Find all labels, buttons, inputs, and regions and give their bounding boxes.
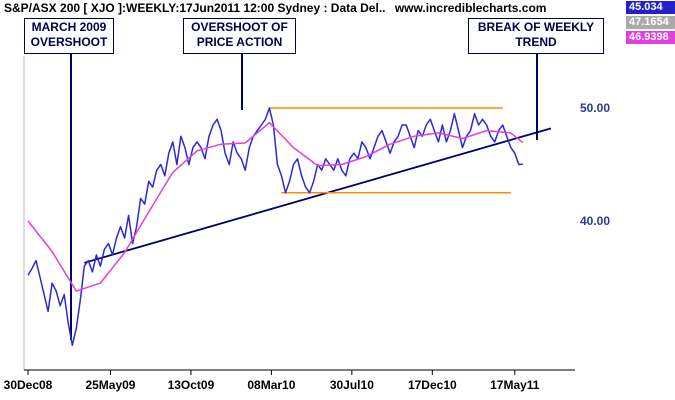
chart-title-text: S&P/ASX 200 [ XJO ]:WEEKLY:17Jun2011 12:… [4,1,386,15]
x-tick-label: 30Jul10 [330,378,374,392]
annotation-trend-break: BREAK OF WEEKLY TREND [468,18,604,54]
x-tick-label: 08Mar10 [247,378,295,392]
annotation-march-2009: MARCH 2009 OVERSHOOT [24,18,114,54]
moving_average-series-line [27,121,524,292]
annotation-march-2009-line2: OVERSHOOT [30,35,108,49]
x-tick-label: 30Dec08 [4,378,53,392]
y-tick-label: 50.00 [580,101,610,115]
price-series-line [27,107,523,347]
x-tick-label: 13Oct09 [168,378,215,392]
annotation-trend-break-line2: TREND [515,35,557,49]
annotation-price-overshoot: OVERSHOOT OF PRICE ACTION [183,18,296,54]
y-tick-label: 40.00 [580,214,610,228]
moving-average-value-box: 46.9398 [626,31,675,44]
x-tick-label: 25May09 [85,378,135,392]
annotation-price-overshoot-line1: OVERSHOOT OF [191,20,288,34]
annotation-march-2009-line1: MARCH 2009 [31,20,107,34]
x-tick-label: 17May11 [490,378,540,392]
price-value-box: 45.034 [626,1,675,14]
site-name[interactable]: www.incrediblecharts.com [394,1,547,15]
chart-title: S&P/ASX 200 [ XJO ]:WEEKLY:17Jun2011 12:… [4,1,546,15]
x-tick-label: 17Dec10 [408,378,457,392]
weekly-trendline [84,127,552,264]
reference-value-box: 47.1654 [626,16,675,29]
annotation-trend-break-line1: BREAK OF WEEKLY [477,20,595,34]
annotation-price-overshoot-line2: PRICE ACTION [196,35,283,49]
